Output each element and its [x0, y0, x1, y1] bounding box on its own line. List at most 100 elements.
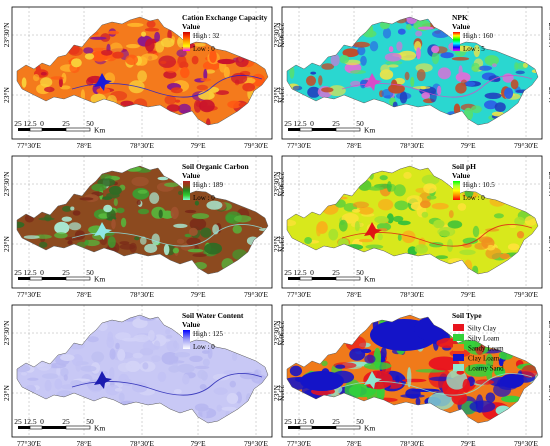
- raster-patch: [194, 365, 210, 370]
- raster-patch: [44, 379, 52, 392]
- raster-patch: [187, 248, 204, 253]
- legend-value-label: Value: [452, 171, 471, 180]
- raster-patch: [471, 62, 480, 73]
- raster-patch: [74, 230, 86, 240]
- raster-patch: [84, 239, 89, 246]
- scale-label: 25: [284, 119, 292, 128]
- raster-patch: [163, 70, 177, 79]
- raster-patch: [369, 170, 374, 180]
- scale-unit: Km: [94, 424, 105, 433]
- raster-patch: [498, 357, 504, 367]
- region-boundary: [16, 16, 269, 126]
- raster-patch: [151, 355, 161, 363]
- raster-patch: [50, 76, 64, 80]
- raster-patch: [87, 336, 99, 343]
- raster-patch: [304, 237, 312, 244]
- map-panel: 77°30'E 78°E 78°30'E 79°E 79°30'E23°30'N 23°3…: [272, 304, 550, 446]
- scale-label: 25: [284, 268, 292, 277]
- raster-patch: [251, 374, 267, 384]
- raster-patch: [176, 238, 185, 244]
- raster-patch: [132, 188, 150, 200]
- latitude-label: 23°N: [277, 236, 286, 252]
- raster-patch: [209, 50, 217, 63]
- raster-patch: [191, 213, 210, 220]
- raster-patch: [492, 63, 497, 68]
- raster-patch: [494, 102, 506, 112]
- raster-patch: [144, 27, 160, 32]
- raster-patch: [33, 74, 40, 82]
- raster-patch: [396, 41, 403, 51]
- tick-labels: 77°30'E 78°E 78°30'E 79°E 79°30'E23°30'N 23°3…: [272, 320, 550, 446]
- raster-patch: [465, 81, 476, 87]
- legend-high-label: High : 32: [193, 32, 220, 40]
- latitude-label: 23°30'N: [547, 321, 550, 346]
- raster-patch: [115, 342, 120, 350]
- raster-patch: [166, 340, 180, 352]
- longitude-label: 78°30'E: [130, 141, 154, 150]
- river-line: [341, 372, 533, 396]
- latitude-label: 23°30'N: [547, 23, 550, 48]
- raster-patch: [206, 200, 223, 210]
- raster-patch: [447, 220, 463, 229]
- raster-patch: [68, 222, 82, 231]
- scale-segment: [312, 426, 336, 429]
- raster-patch: [399, 91, 408, 104]
- raster-patch: [54, 232, 68, 239]
- raster-patch: [17, 221, 25, 229]
- raster-patch: [184, 209, 197, 214]
- raster-patch: [524, 215, 537, 226]
- raster-patch: [395, 375, 400, 384]
- raster-patch: [157, 176, 169, 181]
- raster-patch: [107, 331, 114, 343]
- raster-patch: [457, 203, 467, 211]
- raster-patch: [193, 262, 207, 270]
- scale-segment: [335, 425, 361, 430]
- raster-patches: [17, 315, 267, 420]
- raster-patch: [204, 69, 216, 74]
- raster-patch: [484, 100, 498, 110]
- longitude-label: 79°30'E: [514, 141, 538, 150]
- raster-patch: [475, 379, 494, 385]
- longitude-label: 78°30'E: [130, 439, 154, 446]
- raster-patch: [193, 43, 206, 47]
- raster-patch: [109, 348, 116, 360]
- raster-patch: [80, 89, 85, 102]
- longitude-label: 78°E: [346, 439, 361, 446]
- longitude-label: 78°E: [76, 439, 91, 446]
- scale-segment: [312, 277, 336, 280]
- raster-patch: [54, 221, 70, 235]
- raster-patch: [116, 207, 125, 214]
- raster-patch: [394, 200, 409, 211]
- scale-unit: Km: [94, 126, 105, 135]
- scale-label: 25: [62, 119, 70, 128]
- raster-patch: [140, 236, 147, 245]
- raster-patch: [146, 20, 156, 28]
- raster-patch: [198, 91, 215, 100]
- raster-patch: [153, 340, 161, 350]
- raster-patch: [393, 215, 404, 223]
- river-line: [341, 223, 533, 247]
- raster-patch: [405, 388, 421, 399]
- raster-patch: [397, 28, 406, 35]
- raster-patch: [193, 99, 202, 113]
- raster-patch: [23, 235, 40, 239]
- latitude-label: 23°N: [2, 235, 11, 251]
- raster-patch: [352, 41, 370, 48]
- raster-patch: [412, 86, 431, 90]
- raster-patch: [242, 82, 256, 92]
- raster-patch: [61, 216, 72, 222]
- raster-patch: [364, 354, 376, 364]
- longitude-label: 77°30'E: [17, 439, 41, 446]
- raster-patch: [145, 38, 155, 52]
- raster-patch: [159, 60, 167, 64]
- raster-patch: [499, 253, 510, 260]
- raster-patch: [232, 225, 242, 234]
- raster-patch: [177, 363, 195, 373]
- raster-patch: [234, 215, 252, 223]
- raster-patch: [369, 41, 379, 52]
- raster-patch: [164, 182, 179, 188]
